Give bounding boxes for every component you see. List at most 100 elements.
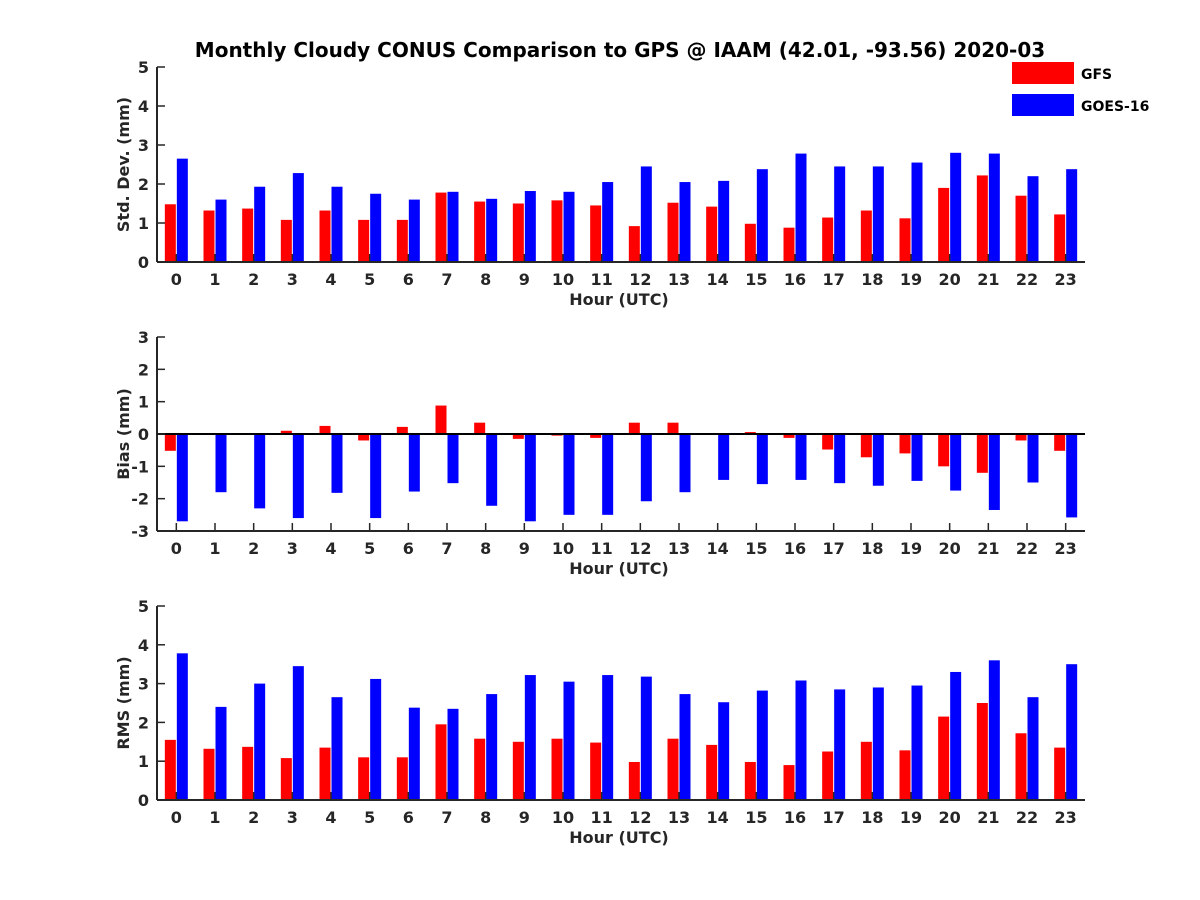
y-axis-label: RMS (mm): [114, 656, 133, 749]
y-tick-label: -1: [131, 457, 149, 476]
bar-gfs-hour-5: [358, 434, 370, 441]
bar-goes-16-hour-2: [254, 683, 266, 800]
x-tick-label: 21: [977, 270, 999, 289]
bar-goes-16-hour-9: [524, 434, 536, 522]
bar-gfs-hour-2: [242, 208, 254, 262]
bar-gfs-hour-6: [396, 757, 408, 800]
bar-goes-16-hour-9: [524, 191, 536, 262]
bar-goes-16-hour-9: [524, 675, 536, 800]
bar-gfs-hour-23: [1054, 747, 1066, 800]
bar-goes-16-hour-23: [1066, 434, 1078, 518]
y-tick-label: 2: [138, 713, 149, 732]
bar-gfs-hour-0: [164, 204, 176, 262]
y-tick-label: 2: [138, 360, 149, 379]
bar-gfs-hour-6: [396, 426, 408, 434]
bar-goes-16-hour-4: [331, 434, 343, 493]
bar-goes-16-hour-12: [640, 166, 652, 262]
x-tick-label: 2: [248, 808, 259, 827]
x-tick-label: 17: [823, 270, 845, 289]
y-tick-label: 0: [138, 425, 149, 444]
x-tick-label: 7: [441, 539, 452, 558]
x-tick-label: 16: [784, 270, 806, 289]
bar-gfs-hour-20: [938, 716, 950, 800]
legend: GFS GOES-16: [1012, 62, 1149, 116]
bar-goes-16-hour-11: [602, 182, 614, 262]
bar-goes-16-hour-19: [911, 685, 923, 800]
x-tick-label: 0: [171, 270, 182, 289]
bar-gfs-hour-9: [512, 741, 524, 800]
bar-goes-16-hour-7: [447, 434, 459, 484]
y-axis-label: Std. Dev. (mm): [114, 97, 133, 232]
legend-label-goes16: GOES-16: [1081, 99, 1149, 115]
bar-goes-16-hour-22: [1027, 697, 1039, 800]
x-tick-label: 17: [823, 539, 845, 558]
bar-gfs-hour-18: [860, 741, 872, 800]
bar-goes-16-hour-11: [602, 434, 614, 515]
x-tick-label: 17: [823, 808, 845, 827]
x-tick-label: 16: [784, 539, 806, 558]
x-tick-label: 18: [861, 539, 883, 558]
bar-goes-16-hour-0: [176, 158, 188, 262]
y-tick-label: 1: [138, 752, 149, 771]
bar-goes-16-hour-22: [1027, 176, 1039, 262]
bar-goes-16-hour-22: [1027, 434, 1039, 483]
bar-gfs-hour-7: [435, 724, 447, 800]
x-tick-label: 1: [209, 808, 220, 827]
bar-goes-16-hour-20: [950, 152, 962, 262]
bar-gfs-hour-8: [474, 422, 486, 434]
x-tick-label: 3: [287, 539, 298, 558]
bar-goes-16-hour-5: [370, 678, 382, 800]
bar-gfs-hour-0: [164, 434, 176, 451]
y-tick-label: 5: [138, 58, 149, 77]
x-tick-label: 20: [939, 270, 961, 289]
bar-goes-16-hour-1: [215, 706, 227, 800]
bar-goes-16-hour-15: [756, 169, 768, 262]
bar-gfs-hour-14: [706, 206, 718, 262]
x-tick-label: 14: [707, 808, 729, 827]
x-tick-label: 12: [629, 270, 651, 289]
bar-goes-16-hour-18: [872, 434, 884, 486]
bar-gfs-hour-11: [590, 205, 602, 262]
bar-goes-16-hour-10: [563, 681, 575, 800]
bar-gfs-hour-16: [783, 765, 795, 800]
x-tick-label: 2: [248, 270, 259, 289]
bar-gfs-hour-13: [667, 738, 679, 800]
y-tick-label: 3: [138, 675, 149, 694]
bar-gfs-hour-16: [783, 227, 795, 262]
x-tick-label: 22: [1016, 808, 1038, 827]
bar-gfs-hour-19: [899, 434, 911, 454]
bar-goes-16-hour-4: [331, 186, 343, 262]
bar-goes-16-hour-23: [1066, 664, 1078, 800]
x-tick-label: 14: [707, 270, 729, 289]
y-axis-label: Bias (mm): [114, 388, 133, 480]
bar-goes-16-hour-19: [911, 162, 923, 262]
x-tick-label: 12: [629, 808, 651, 827]
bar-gfs-hour-4: [319, 210, 331, 262]
bar-goes-16-hour-23: [1066, 169, 1078, 262]
x-tick-label: 15: [745, 539, 767, 558]
bar-goes-16-hour-19: [911, 434, 923, 481]
bar-goes-16-hour-18: [872, 166, 884, 262]
bar-goes-16-hour-20: [950, 434, 962, 491]
bar-goes-16-hour-7: [447, 191, 459, 262]
y-tick-label: -2: [131, 490, 149, 509]
x-tick-label: 13: [668, 539, 690, 558]
bar-gfs-hour-13: [667, 422, 679, 434]
x-tick-label: 15: [745, 270, 767, 289]
bar-gfs-hour-9: [512, 434, 524, 439]
bar-gfs-hour-6: [396, 219, 408, 262]
bar-gfs-hour-15: [744, 223, 756, 262]
x-tick-label: 20: [939, 808, 961, 827]
x-tick-label: 9: [519, 808, 530, 827]
bar-gfs-hour-17: [822, 434, 834, 450]
bar-gfs-hour-7: [435, 192, 447, 262]
y-tick-label: 5: [138, 597, 149, 616]
bar-goes-16-hour-6: [408, 707, 420, 800]
x-tick-label: 0: [171, 808, 182, 827]
bar-gfs-hour-1: [203, 210, 215, 262]
bar-gfs-hour-5: [358, 757, 370, 800]
y-tick-label: 0: [138, 791, 149, 810]
bar-gfs-hour-7: [435, 405, 447, 434]
bar-goes-16-hour-13: [679, 694, 691, 800]
